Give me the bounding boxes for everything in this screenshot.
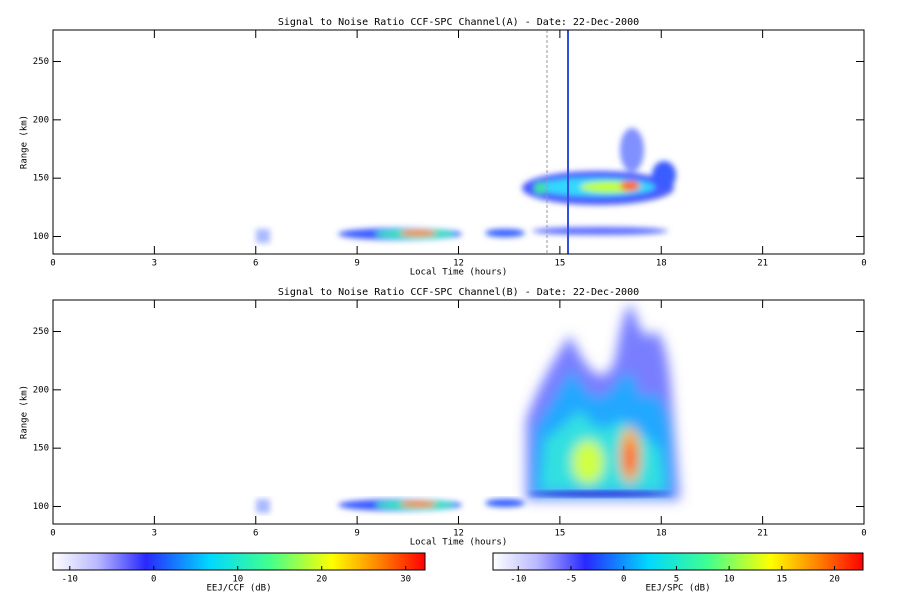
colorbar-tick-label: 10 <box>724 575 735 585</box>
x-tick-label: 12 <box>453 529 464 539</box>
colorbar-tick-label: -5 <box>566 575 577 585</box>
y-tick-label: 250 <box>33 57 49 67</box>
colorbar-tick-label: -10 <box>510 575 526 585</box>
y-tick-label: 250 <box>33 327 49 337</box>
colorbar-tick-label: 0 <box>621 575 626 585</box>
y-axis-label: Range (km) <box>20 115 30 169</box>
x-tick-label: 3 <box>152 259 157 269</box>
x-axis-label: Local Time (hours) <box>410 538 508 548</box>
colorbar <box>492 552 864 571</box>
x-tick-label: 0 <box>861 529 866 539</box>
x-axis-label: Local Time (hours) <box>410 268 508 278</box>
colorbar-label: EEJ/CCF (dB) <box>206 584 271 594</box>
x-tick-label: 9 <box>354 259 359 269</box>
y-tick-label: 200 <box>33 385 49 395</box>
echo-image <box>256 30 676 254</box>
y-axis-label: Range (km) <box>20 385 30 439</box>
x-tick-label: 6 <box>253 529 258 539</box>
y-tick-label: 100 <box>33 502 49 512</box>
colorbar-tick-label: -10 <box>62 575 78 585</box>
colorbar <box>52 552 426 571</box>
colorbar-tick-label: 10 <box>232 575 243 585</box>
x-tick-label: 0 <box>50 259 55 269</box>
y-tick-label: 150 <box>33 444 49 454</box>
x-tick-label: 15 <box>554 259 565 269</box>
x-tick-label: 18 <box>656 259 667 269</box>
chart-title: Signal to Noise Ratio CCF-SPC Channel(B)… <box>278 287 639 298</box>
x-tick-label: 0 <box>861 259 866 269</box>
colorbar-tick-label: 5 <box>674 575 679 585</box>
chart-title: Signal to Noise Ratio CCF-SPC Channel(A)… <box>278 17 639 28</box>
plot-frame <box>52 299 865 525</box>
x-tick-label: 6 <box>253 259 258 269</box>
colorbar-label: EEJ/SPC (dB) <box>645 584 710 594</box>
y-tick-label: 200 <box>33 115 49 125</box>
colorbar-tick-label: 15 <box>776 575 787 585</box>
y-tick-label: 150 <box>33 174 49 184</box>
x-tick-label: 21 <box>757 529 768 539</box>
x-tick-label: 18 <box>656 529 667 539</box>
x-tick-label: 3 <box>152 529 157 539</box>
x-tick-label: 0 <box>50 529 55 539</box>
y-tick-label: 100 <box>33 232 49 242</box>
plot-frame <box>52 29 865 255</box>
colorbar-tick-label: 30 <box>400 575 411 585</box>
echo-image <box>256 304 680 513</box>
x-tick-label: 9 <box>354 529 359 539</box>
colorbar-tick-label: 0 <box>151 575 156 585</box>
x-tick-label: 12 <box>453 259 464 269</box>
colorbar-tick-label: 20 <box>316 575 327 585</box>
x-tick-label: 15 <box>554 529 565 539</box>
x-tick-label: 21 <box>757 259 768 269</box>
colorbar-tick-label: 20 <box>829 575 840 585</box>
